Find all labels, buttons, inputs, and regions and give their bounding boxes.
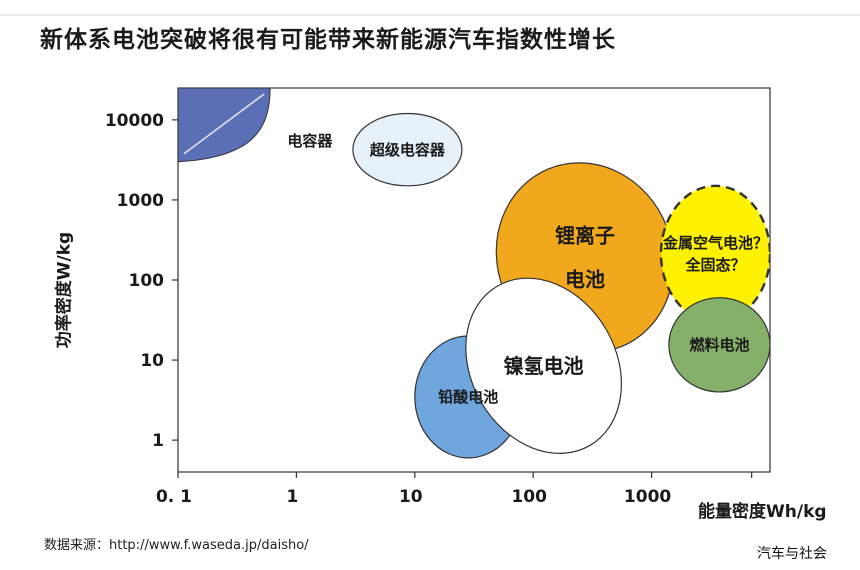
x-axis-label: 能量密度Wh/kg: [698, 502, 827, 522]
x-tick-label-1: 1: [286, 487, 298, 507]
page-title: 新体系电池突破将很有可能带来新能源汽车指数性增长: [40, 27, 616, 53]
top-rule: [0, 14, 860, 16]
x-tick-label-3: 100: [511, 487, 547, 507]
x-tick-label-2: 10: [399, 487, 423, 507]
y-tick-label-2: 100: [129, 271, 165, 291]
y-tick-label-1: 10: [140, 351, 164, 371]
region-label-1-0: 超级电容器: [369, 141, 446, 159]
region-ellipse-1: [352, 112, 463, 187]
y-tick-label-4: 10000: [105, 111, 164, 131]
region-label-4-0: 燃料电池: [689, 336, 749, 354]
data-source: 数据来源：http://www.f.waseda.jp/daisho/: [44, 538, 309, 553]
y-tick-label-3: 1000: [117, 191, 164, 211]
region-label-0-0: 电容器: [287, 132, 333, 150]
region-ellipse-4: [668, 297, 770, 393]
x-tick-label-0: 0. 1: [156, 487, 192, 507]
region-label-3-0: 金属空气电池？: [662, 234, 768, 252]
x-tick-label-4: 1000: [624, 487, 671, 507]
region-label-2-0: 锂离子: [555, 224, 615, 248]
watermark: 汽车与社会: [757, 546, 827, 562]
region-label-5-0: 铅酸电池: [438, 388, 498, 406]
region-ellipse-6: [465, 277, 622, 454]
region-label-6-0: 镍氢电池: [504, 354, 584, 378]
region-capacitor-highlight: [183, 93, 265, 155]
region-label-3-1: 全固态？: [684, 256, 745, 274]
y-tick-label-0: 1: [152, 431, 164, 451]
region-label-2-1: 电池: [565, 268, 605, 292]
